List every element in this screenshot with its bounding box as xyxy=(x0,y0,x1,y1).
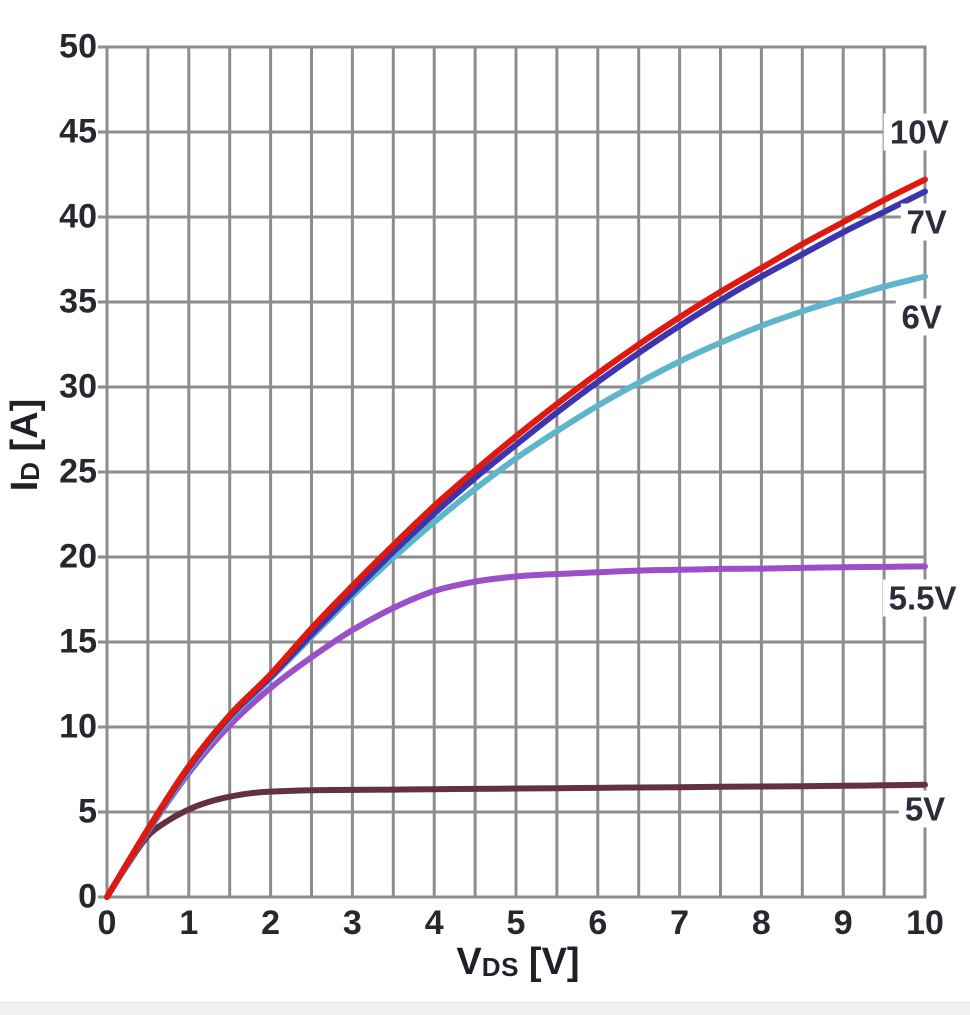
footer-strip xyxy=(0,1002,970,1015)
y-tick-label: 10 xyxy=(59,707,97,746)
y-tick-label: 40 xyxy=(59,197,97,236)
curve-label-10v: 10V xyxy=(883,113,955,151)
y-tick-label: 5 xyxy=(78,792,97,831)
curve-5v xyxy=(104,781,928,900)
x-axis-label: VDS [V] xyxy=(456,943,579,981)
x-tick-label: 6 xyxy=(588,904,608,942)
curve-10v xyxy=(104,176,928,900)
x-tick-label: 9 xyxy=(833,904,853,942)
x-tick-label: 4 xyxy=(424,904,444,942)
y-tick-label: 0 xyxy=(78,877,97,916)
x-axis-subscript: DS xyxy=(481,952,519,983)
y-tick-label: 50 xyxy=(59,27,97,66)
y-axis-unit: [A] xyxy=(4,398,46,452)
y-axis-symbol: I xyxy=(4,480,46,492)
x-axis-symbol: V xyxy=(456,941,482,983)
x-tick-label: 10 xyxy=(906,904,944,942)
y-axis-label: ID [A] xyxy=(4,398,46,492)
y-axis-subscript: D xyxy=(15,461,46,481)
curve-label-5v: 5V xyxy=(898,790,952,828)
y-tick-label: 35 xyxy=(59,282,97,321)
curve-5-5v xyxy=(104,563,928,900)
y-tick-label: 25 xyxy=(59,452,97,491)
x-tick-label: 3 xyxy=(342,904,362,942)
x-axis-unit: [V] xyxy=(528,941,580,983)
y-tick-label: 20 xyxy=(59,537,97,576)
y-tick-label: 30 xyxy=(59,367,97,406)
x-tick-label: 5 xyxy=(506,904,526,942)
y-tick-label: 15 xyxy=(59,622,97,661)
y-tick-label: 45 xyxy=(59,112,97,151)
curve-label-7v: 7V xyxy=(900,203,953,241)
x-tick-label: 7 xyxy=(670,904,690,942)
x-tick-label: 1 xyxy=(179,904,199,942)
x-tick-label: 8 xyxy=(751,904,771,942)
x-tick-label: 0 xyxy=(97,904,117,942)
curve-label-6v: 6V xyxy=(895,298,948,336)
x-tick-label: 2 xyxy=(261,904,281,942)
curve-label-5-5v: 5.5V xyxy=(882,579,963,617)
plot-border xyxy=(105,45,927,899)
